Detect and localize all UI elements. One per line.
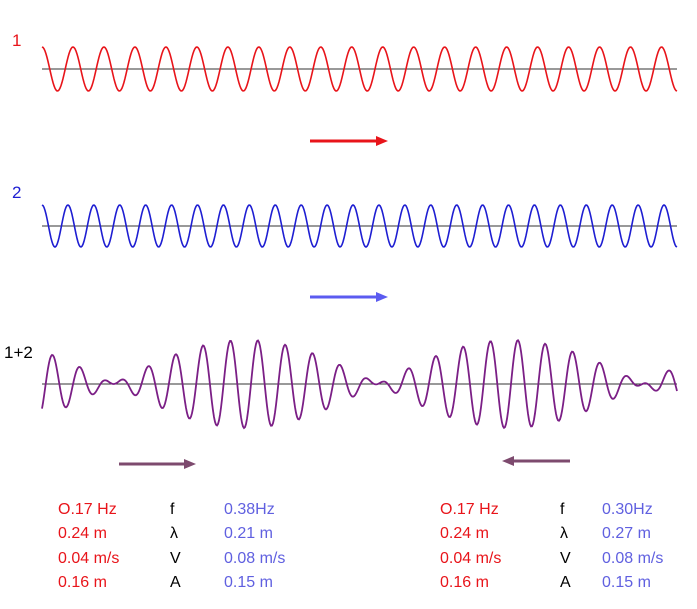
param-right-value: 0.08 m/s <box>224 550 285 567</box>
superposition-label: 1+2 <box>4 343 33 362</box>
param-symbol-value: f <box>170 501 175 518</box>
wave-1-curve <box>41 46 678 92</box>
wave-1-direction-arrow <box>310 136 388 146</box>
wave-2-direction-arrow <box>310 292 388 302</box>
param-left-value: 0.04 m/s <box>58 550 119 567</box>
param-right-value: 0.21 m <box>224 525 273 542</box>
superposition-panel: 1+2 <box>4 338 678 469</box>
param-left-value: O.17 Hz <box>440 501 499 518</box>
param-right-value: 0.38Hz <box>224 501 275 518</box>
superposition-right-arrow <box>119 459 196 469</box>
param-symbol-value: λ <box>170 525 178 542</box>
superposition-curve <box>41 338 678 430</box>
wave-2-label: 2 <box>12 183 21 202</box>
param-left-value: 0.24 m <box>58 525 107 542</box>
param-left-value: 0.04 m/s <box>440 550 501 567</box>
parameter-table-1: O.17 Hz f 0.38Hz 0.24 m λ 0.21 m 0.04 m/s V 0.08… <box>58 501 285 591</box>
param-symbol-value: A <box>170 574 181 591</box>
superposition-left-arrow <box>502 456 570 466</box>
wave-2-curve <box>41 204 678 248</box>
parameter-table-2: O.17 Hz f 0.30Hz 0.24 m λ 0.27 m 0.04 m/s V 0.08… <box>440 501 663 591</box>
param-left-value: 0.24 m <box>440 525 489 542</box>
param-symbol-value: A <box>560 574 571 591</box>
param-symbol-value: V <box>170 550 181 567</box>
param-symbol-value: f <box>560 501 565 518</box>
wave-1-panel: 1 <box>12 31 678 146</box>
wave-2-panel: 2 <box>12 183 678 302</box>
wave-1-label: 1 <box>12 31 21 50</box>
param-right-value: 0.15 m <box>602 574 651 591</box>
param-right-value: 0.27 m <box>602 525 651 542</box>
param-left-value: 0.16 m <box>440 574 489 591</box>
param-right-value: 0.08 m/s <box>602 550 663 567</box>
param-right-value: 0.15 m <box>224 574 273 591</box>
parameter-tables: O.17 Hz f 0.38Hz 0.24 m λ 0.21 m 0.04 m/s V 0.08… <box>58 501 663 591</box>
param-left-value: O.17 Hz <box>58 501 117 518</box>
param-right-value: 0.30Hz <box>602 501 653 518</box>
param-left-value: 0.16 m <box>58 574 107 591</box>
param-symbol-value: λ <box>560 525 568 542</box>
param-symbol-value: V <box>560 550 571 567</box>
